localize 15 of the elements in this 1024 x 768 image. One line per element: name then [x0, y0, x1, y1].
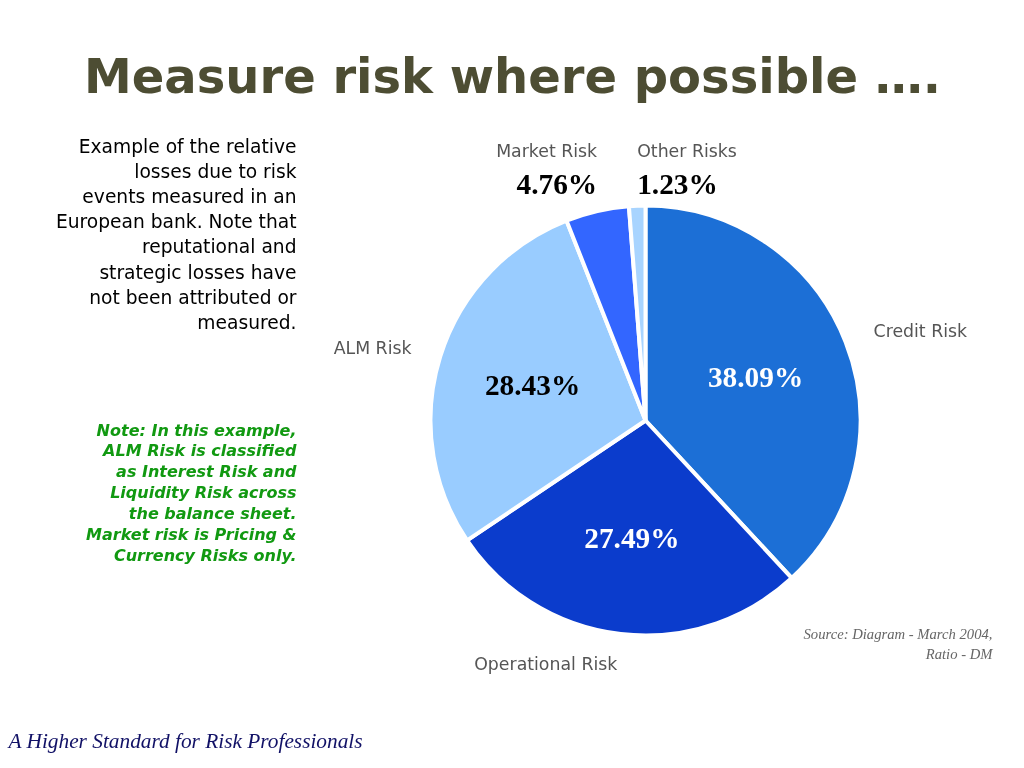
- slice-label: Operational Risk: [474, 653, 618, 674]
- slice-label: Credit Risk: [873, 320, 968, 341]
- text: Note: In this example, ALM Risk is classified as Interest Risk and Liquidity Risk across the balance sheet. Market risk is Pricing & Currency Risks only.: [86, 420, 298, 565]
- text: A Higher Standard for Risk Professionals: [6, 728, 363, 753]
- text: Example of the relative losses due to risk events measured in an European bank. Note that reputational and strategic losses have not been attributed or measured.: [55, 135, 297, 333]
- data-label: 28.43%: [484, 369, 581, 402]
- chart-title: Measure risk where possible ….: [84, 47, 941, 104]
- source-note: Source: Diagram - March 2004, Ratio - DM: [803, 625, 994, 663]
- data-label: 27.49%: [584, 521, 680, 554]
- data-label: 1.23%: [637, 167, 718, 200]
- data-label: 4.76%: [516, 167, 598, 200]
- slice-label: ALM Risk: [333, 337, 412, 358]
- slice-label: Other Risks: [637, 140, 737, 161]
- data-label: 38.09%: [707, 361, 804, 394]
- slice-label: Market Risk: [496, 140, 598, 161]
